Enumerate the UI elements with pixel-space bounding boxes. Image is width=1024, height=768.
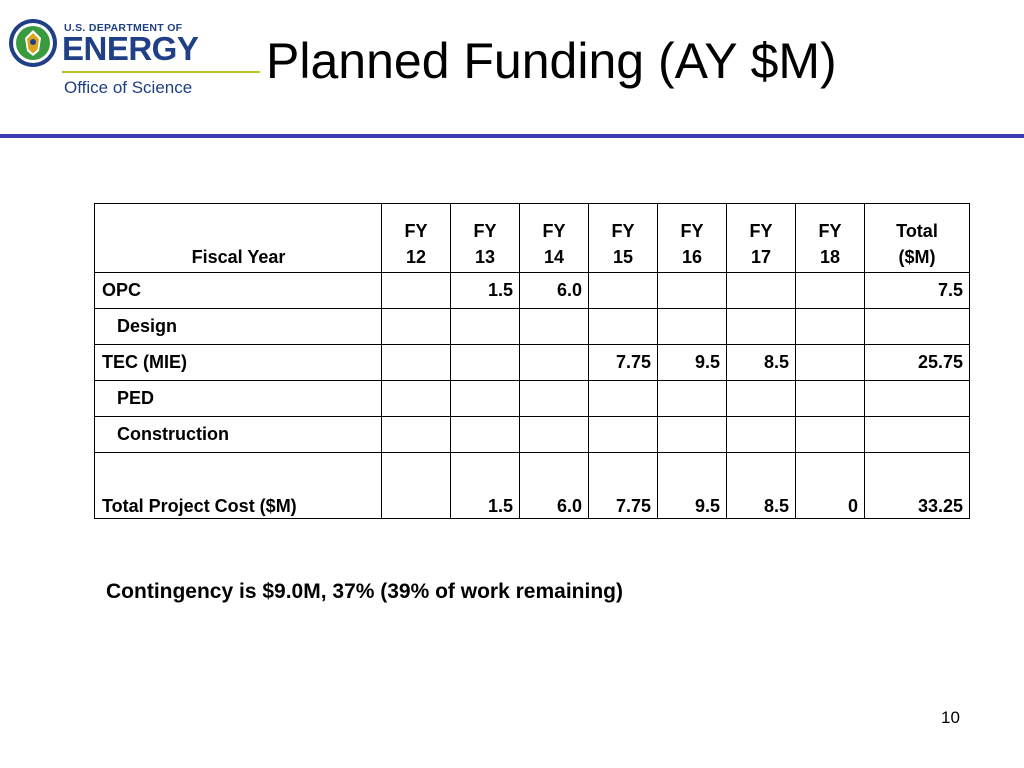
- table-cell: [519, 308, 589, 345]
- header-cell: FY 17: [726, 203, 796, 273]
- table-cell: 9.5: [657, 452, 727, 519]
- table-cell: [795, 308, 865, 345]
- header-cell: FY 18: [795, 203, 865, 273]
- table-cell: [726, 308, 796, 345]
- header-cell-line2: 17: [750, 247, 772, 267]
- table-cell: [519, 344, 589, 381]
- table-cell: [588, 416, 658, 453]
- row-label: Construction: [94, 416, 382, 453]
- header-cell-line1: FY: [680, 221, 704, 241]
- table-cell: [519, 416, 589, 453]
- page-number: 10: [941, 708, 960, 727]
- table-cell: [795, 344, 865, 381]
- table-row: PED: [94, 380, 970, 417]
- table-cell: [657, 308, 727, 345]
- header-cell: FY 13: [450, 203, 520, 273]
- logo-office-text: Office of Science: [64, 78, 193, 97]
- table-row: TEC (MIE) 7.75 9.5 8.5 25.75: [94, 344, 970, 381]
- logo-department-text: U.S. DEPARTMENT OF: [64, 22, 183, 34]
- header-cell: FY 16: [657, 203, 727, 273]
- table-cell: 8.5: [726, 452, 796, 519]
- table-cell: [381, 344, 451, 381]
- header-cell-line1: FY: [404, 221, 428, 241]
- table-cell: 6.0: [519, 272, 589, 309]
- table-cell: 7.5: [864, 272, 970, 309]
- header-cell-line2: 15: [612, 247, 634, 267]
- table-cell: [657, 380, 727, 417]
- header-cell: Total ($M): [864, 203, 970, 273]
- table-cell: 1.5: [450, 272, 520, 309]
- table-cell: [657, 416, 727, 453]
- table-cell: 9.5: [657, 344, 727, 381]
- header-cell: FY 12: [381, 203, 451, 273]
- header-cell-line2: ($M): [898, 247, 936, 267]
- contingency-note: Contingency is $9.0M, 37% (39% of work r…: [106, 580, 623, 603]
- table-row: Design: [94, 308, 970, 345]
- row-label: TEC (MIE): [94, 344, 382, 381]
- header-cell-line2: 14: [543, 247, 565, 267]
- table-cell: [795, 272, 865, 309]
- table-cell: [381, 416, 451, 453]
- row-label: Total Project Cost ($M): [94, 452, 382, 519]
- table-cell: [381, 272, 451, 309]
- header-cell: FY 15: [588, 203, 658, 273]
- table-cell: 8.5: [726, 344, 796, 381]
- header-cell-line2: 16: [681, 247, 703, 267]
- table-cell: [450, 380, 520, 417]
- row-label: Design: [94, 308, 382, 345]
- table-cell: [381, 308, 451, 345]
- table-cell: [588, 272, 658, 309]
- table-cell: [864, 416, 970, 453]
- header-cell-line2: 13: [474, 247, 496, 267]
- row-label: PED: [94, 380, 382, 417]
- header-cell: FY 14: [519, 203, 589, 273]
- table-cell: [657, 272, 727, 309]
- header-cell-line1: Total: [896, 221, 938, 241]
- table-cell: 33.25: [864, 452, 970, 519]
- table-cell: [381, 452, 451, 519]
- table-cell: [519, 380, 589, 417]
- table-cell: 25.75: [864, 344, 970, 381]
- table-cell: 0: [795, 452, 865, 519]
- header-cell-line2: 12: [405, 247, 427, 267]
- header-divider: [0, 134, 1024, 138]
- logo-energy-text: ENERGY: [62, 30, 199, 67]
- table-cell: [450, 308, 520, 345]
- funding-table: Fiscal Year FY 12 FY 13 FY 14 FY 15 FY 16 FY 17 FY 18 T…: [94, 203, 970, 519]
- logo-divider: [62, 71, 260, 73]
- table-cell: 7.75: [588, 452, 658, 519]
- table-cell: [726, 416, 796, 453]
- table-cell: [450, 344, 520, 381]
- table-cell: [864, 308, 970, 345]
- table-header-row: Fiscal Year FY 12 FY 13 FY 14 FY 15 FY 16 FY 17 FY 18 T…: [94, 203, 970, 273]
- header-cell-line1: FY: [611, 221, 635, 241]
- table-cell: [795, 416, 865, 453]
- table-cell: [795, 380, 865, 417]
- table-cell: 1.5: [450, 452, 520, 519]
- table-cell: [450, 416, 520, 453]
- table-row: Total Project Cost ($M) 1.5 6.0 7.75 9.5 8.5 0…: [94, 452, 970, 519]
- header-cell-line1: FY: [473, 221, 497, 241]
- header-cell-line1: FY: [749, 221, 773, 241]
- doe-seal-icon: [9, 19, 57, 67]
- table-cell: 6.0: [519, 452, 589, 519]
- header-cell-line1: FY: [542, 221, 566, 241]
- table-cell: [381, 380, 451, 417]
- table-cell: [588, 380, 658, 417]
- table-cell: [588, 308, 658, 345]
- header-cell-line2: 18: [819, 247, 841, 267]
- slide-title: Planned Funding (AY $M): [266, 33, 837, 89]
- table-row: Construction: [94, 416, 970, 453]
- table-row: OPC 1.5 6.0 7.5: [94, 272, 970, 309]
- header-cell-line1: FY: [818, 221, 842, 241]
- doe-logo: U.S. DEPARTMENT OF ENERGY Office of Scie…: [4, 14, 262, 104]
- table-cell: [726, 380, 796, 417]
- table-cell: 7.75: [588, 344, 658, 381]
- table-cell: [864, 380, 970, 417]
- table-cell: [726, 272, 796, 309]
- header-cell-label: Fiscal Year: [94, 203, 382, 273]
- row-label: OPC: [94, 272, 382, 309]
